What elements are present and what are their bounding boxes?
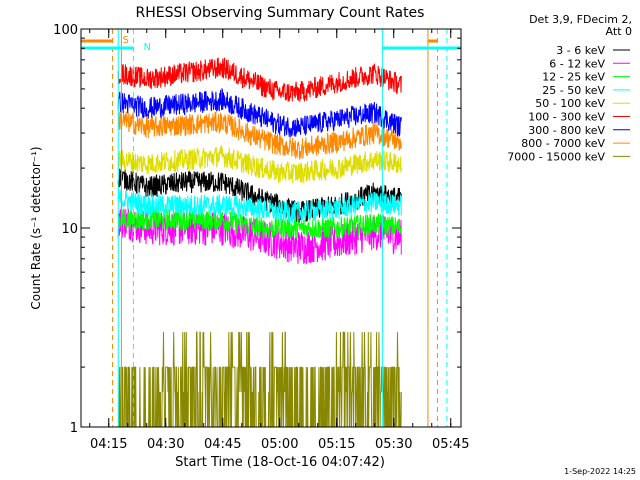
series-line — [117, 208, 402, 240]
x-tick-label: 04:45 — [204, 437, 241, 452]
legend-label: 12 - 25 keV — [542, 71, 605, 84]
x-tick-label: 05:15 — [318, 437, 355, 452]
series-line — [118, 331, 402, 428]
legend-label: 3 - 6 keV — [556, 44, 605, 57]
legend-label: 300 - 800 keV — [528, 124, 605, 137]
series-layer — [117, 57, 402, 428]
legend-label: 100 - 300 keV — [528, 111, 605, 124]
legend-header-line: Att 0 — [606, 25, 632, 38]
legend-label: 50 - 100 keV — [535, 97, 605, 110]
y-axis-label: Count Rate (s⁻¹ detector⁻¹) — [29, 146, 43, 309]
x-tick-label: 04:15 — [90, 437, 127, 452]
annotation-label: N — [143, 42, 150, 53]
legend-label: 25 - 50 keV — [542, 84, 605, 97]
x-axis: 04:15 04:30 04:45 05:00 05:15 05:30 05:45 — [89, 29, 469, 452]
annotations-layer: SN — [81, 35, 461, 53]
y-tick-label: 10 — [61, 222, 78, 237]
y-axis: 1 10 100 — [53, 23, 461, 436]
series-line — [117, 189, 402, 224]
x-tick-label: 05:00 — [261, 437, 298, 452]
legend-header: Det 3,9, FDecim 2,Att 0 — [529, 13, 632, 38]
series-line — [117, 57, 402, 102]
legend-label: 7000 - 15000 keV — [507, 150, 605, 163]
legend-header-line: Det 3,9, FDecim 2, — [529, 13, 632, 26]
y-tick-label: 100 — [53, 23, 78, 38]
annotation-label: S — [123, 35, 129, 46]
x-tick-label: 04:30 — [147, 437, 184, 452]
x-tick-label: 05:45 — [432, 437, 469, 452]
legend-label: 6 - 12 keV — [549, 57, 605, 70]
y-tick-label: 1 — [70, 421, 78, 436]
x-axis-label: Start Time (18-Oct-16 04:07:42) — [175, 455, 385, 470]
markers-layer — [112, 29, 448, 427]
footer-date: 1-Sep-2022 14:25 — [564, 467, 636, 476]
chart-title: RHESSI Observing Summary Count Rates — [136, 5, 425, 21]
series-line — [117, 87, 402, 138]
series-line — [117, 109, 402, 160]
x-tick-label: 05:30 — [375, 437, 412, 452]
series-line — [117, 144, 402, 184]
legend-label: 800 - 7000 keV — [521, 137, 605, 150]
